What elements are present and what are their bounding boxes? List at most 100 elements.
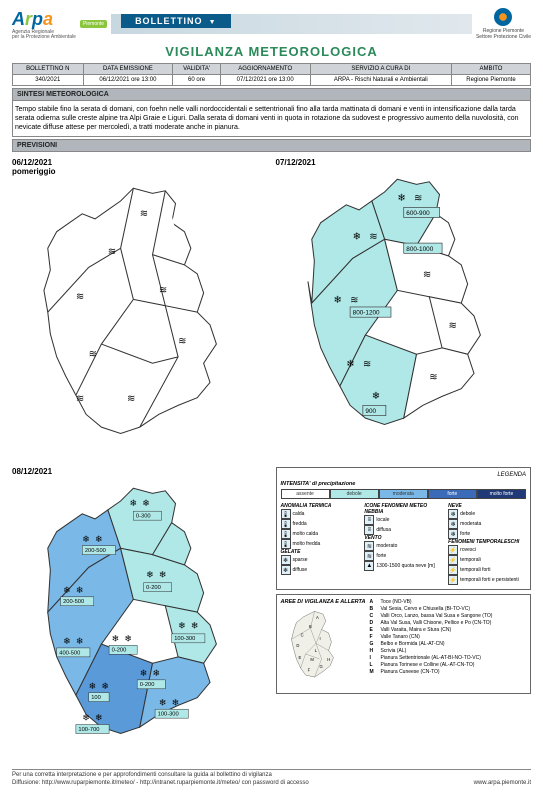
aree-letter: B <box>369 606 377 612</box>
legend-icon: ⚡ <box>448 575 458 585</box>
meta-th: AMBITO <box>451 64 530 75</box>
map-day3: 08/12/2021 ❄❄ 0-300 ❄❄ 200-500 ❄❄ 200-50… <box>12 467 268 761</box>
aree-row: AToce (NO-VB) <box>369 599 526 605</box>
legend-icon: ⚡ <box>448 555 458 565</box>
legend-item: 🌡molto calda <box>281 529 359 539</box>
arpa-logo: Arpa <box>12 9 76 30</box>
aree-letter: L <box>369 662 377 668</box>
aree-block: AREE DI VIGILANZA E ALLERTA A B C D E F … <box>276 594 532 694</box>
aree-letter: E <box>369 627 377 633</box>
legend-icon: 🌡 <box>281 529 291 539</box>
legend-col-header: FENOMENI TEMPORALESCHI <box>448 539 526 545</box>
legend-title: LEGENDA <box>281 472 527 478</box>
aree-desc: Scrivia (AL) <box>380 648 406 654</box>
svg-text:❄: ❄ <box>371 391 380 402</box>
meta-td: 06/12/2021 ore 13:00 <box>83 75 173 86</box>
legend-item: ❄moderata <box>448 519 526 529</box>
svg-text:100-300: 100-300 <box>158 712 179 718</box>
intensity-cell: moderata <box>379 489 428 499</box>
aree-list: AToce (NO-VB)BVal Sesia, Cervo e Chiusel… <box>369 599 526 689</box>
aree-desc: Val Sesia, Cervo e Chiusella (BI-TO-VC) <box>380 606 470 612</box>
svg-text:0-300: 0-300 <box>136 514 151 520</box>
legend-column: LEGENDA INTENSITA' di precipitazione ass… <box>276 467 532 761</box>
svg-text:≋: ≋ <box>159 285 168 296</box>
svg-text:❄: ❄ <box>178 621 186 631</box>
legend-icon: ≋ <box>364 551 374 561</box>
meta-th: BOLLETTINO N <box>13 64 84 75</box>
svg-text:❄: ❄ <box>89 681 97 691</box>
svg-text:600-900: 600-900 <box>406 210 430 217</box>
svg-text:❄: ❄ <box>153 668 161 678</box>
svg-text:❄: ❄ <box>352 232 361 243</box>
meta-td: 340/2021 <box>13 75 84 86</box>
footer-guide: Per una corretta interpretazione e per a… <box>12 769 531 778</box>
protezione-civile-block: Regione Piemonte Settore Protezione Civi… <box>476 8 531 40</box>
svg-text:≋: ≋ <box>362 359 371 370</box>
legend-box: LEGENDA INTENSITA' di precipitazione ass… <box>276 467 532 590</box>
svg-text:800-1200: 800-1200 <box>352 310 379 317</box>
aree-desc: Toce (NO-VB) <box>380 599 411 605</box>
svg-text:❄: ❄ <box>191 621 199 631</box>
svg-text:900: 900 <box>365 408 376 415</box>
svg-text:≋: ≋ <box>76 394 85 405</box>
svg-text:D: D <box>296 643 299 648</box>
legend-icon: ❄ <box>448 509 458 519</box>
svg-text:0-200: 0-200 <box>146 585 161 591</box>
svg-text:❄: ❄ <box>101 681 109 691</box>
piemonte-map-3: ❄❄ 0-300 ❄❄ 200-500 ❄❄ 200-500 ❄❄ 0-200 … <box>12 478 268 759</box>
aree-letter: F <box>369 634 377 640</box>
footer: Per una corretta interpretazione e per a… <box>12 769 531 786</box>
legend-label: debole <box>460 511 475 517</box>
svg-text:❄: ❄ <box>159 698 167 708</box>
svg-text:400-500: 400-500 <box>59 651 80 657</box>
meta-td: 07/12/2021 ore 13:00 <box>220 75 310 86</box>
legend-item: ≋moderato <box>364 541 442 551</box>
legend-icon: 🌡 <box>281 519 291 529</box>
legend-icon: ❄ <box>281 565 291 575</box>
legend-label: forte <box>376 553 386 559</box>
aree-desc: Belbo e Bormida (AL-AT-CN) <box>380 641 444 647</box>
svg-text:G: G <box>319 664 322 669</box>
legend-icon: ❄ <box>448 529 458 539</box>
legend-item: ≡diffusa <box>364 525 442 535</box>
aree-desc: Pianura Torinese e Colline (AL-AT-CN-TO) <box>380 662 474 668</box>
aree-title: AREE DI VIGILANZA E ALLERTA <box>281 599 366 605</box>
legend-icon: ⚡ <box>448 565 458 575</box>
legend-icon: ❄ <box>448 519 458 529</box>
bottom-row: 08/12/2021 ❄❄ 0-300 ❄❄ 200-500 ❄❄ 200-50… <box>12 467 531 761</box>
svg-text:800-1000: 800-1000 <box>406 246 433 253</box>
svg-text:≋: ≋ <box>448 321 457 332</box>
maps-grid: 06/12/2021pomeriggio ≋ ≋ ≋ ≋ ≋ ≋ ≋ ≋ 0 <box>12 158 531 461</box>
aree-letter: D <box>369 620 377 626</box>
legend-item: ❄diffuse <box>281 565 359 575</box>
legend-icon: ≡ <box>364 515 374 525</box>
arpa-logo-block: Arpa Agenzia Regionale per la Protezione… <box>12 9 107 40</box>
legend-label: molto fredda <box>293 541 321 547</box>
sintesi-text: Tempo stabile fino la serata di domani, … <box>12 101 531 137</box>
previsioni-header: PREVISIONI <box>12 139 531 152</box>
aree-letter: G <box>369 641 377 647</box>
svg-text:❄: ❄ <box>76 585 84 595</box>
legend-label: temporali forti e persistenti <box>460 577 519 583</box>
svg-text:≋: ≋ <box>127 394 136 405</box>
legend-label: forte <box>460 531 470 537</box>
legend-column: ICONE FENOMENI METEONEBBIA≡locale≡diffus… <box>364 503 442 585</box>
svg-text:❄: ❄ <box>63 636 71 646</box>
aree-map: A B C D E F G H I L M <box>281 607 351 687</box>
svg-text:C: C <box>300 633 303 638</box>
meta-th: SERVIZIO A CURA DI <box>310 64 451 75</box>
svg-text:≋: ≋ <box>350 295 359 306</box>
legend-label: locale <box>376 517 389 523</box>
legend-column: ANOMALIA TERMICA🌡calda🌡fredda🌡molto cald… <box>281 503 359 585</box>
legend-item: ▲1300-1500 quota neve [m] <box>364 561 442 571</box>
svg-text:A: A <box>316 615 319 620</box>
legend-column: NEVE❄debole❄moderata❄forteFENOMENI TEMPO… <box>448 503 526 585</box>
svg-text:❄: ❄ <box>140 668 148 678</box>
svg-text:❄: ❄ <box>159 570 167 580</box>
intensity-cell: assente <box>281 489 330 499</box>
aree-desc: Valli Varaita, Maira e Stura (CN) <box>380 627 451 633</box>
aree-letter: H <box>369 648 377 654</box>
legend-item: ⚡temporali forti e persistenti <box>448 575 526 585</box>
aree-letter: A <box>369 599 377 605</box>
svg-text:≋: ≋ <box>108 247 117 258</box>
